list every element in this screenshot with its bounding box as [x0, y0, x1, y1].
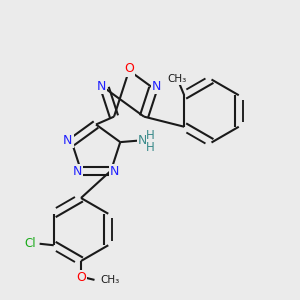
Text: N: N — [97, 80, 106, 93]
Text: N: N — [63, 134, 73, 147]
Text: H: H — [146, 129, 154, 142]
Text: H: H — [146, 141, 154, 154]
Text: Cl: Cl — [25, 237, 36, 250]
Text: N: N — [110, 165, 120, 178]
Text: CH₃: CH₃ — [167, 74, 186, 84]
Text: N: N — [72, 165, 82, 178]
Text: N: N — [152, 80, 161, 93]
Text: O: O — [76, 271, 86, 284]
Text: CH₃: CH₃ — [100, 275, 120, 285]
Text: O: O — [124, 62, 134, 76]
Text: N: N — [138, 134, 147, 147]
